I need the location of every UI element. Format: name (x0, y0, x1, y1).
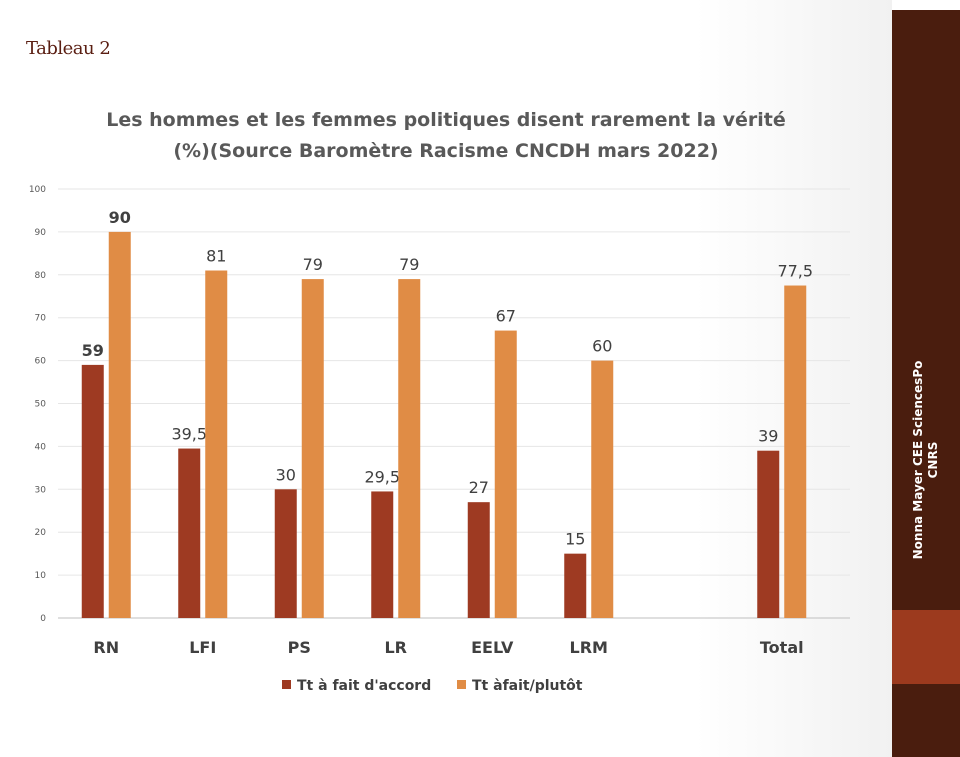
chart-title-line: (%)(Source Baromètre Racisme CNCDH mars … (173, 140, 718, 162)
data-label: 67 (496, 307, 516, 326)
data-label: 81 (206, 247, 226, 266)
y-tick-label: 80 (35, 271, 47, 281)
y-tick-label: 0 (40, 614, 46, 624)
y-tick-label: 90 (35, 228, 47, 238)
legend-label: Tt àfait/plutôt (472, 678, 583, 694)
sidebar-band-bottom (892, 684, 960, 757)
y-tick-label: 10 (35, 571, 47, 581)
bar (467, 502, 490, 618)
data-label: 59 (82, 341, 104, 360)
bar (494, 330, 517, 618)
bar (564, 553, 587, 618)
bar-chart: Les hommes et les femmes politiques dise… (29, 109, 850, 694)
data-label: 15 (565, 530, 585, 549)
bar (205, 270, 228, 618)
legend-label: Tt à fait d'accord (297, 678, 431, 694)
bar (108, 231, 131, 618)
slide-background (0, 0, 892, 757)
x-tick-label: LRM (570, 638, 608, 657)
data-label: 39,5 (171, 425, 207, 444)
bar (371, 491, 394, 618)
y-tick-label: 70 (35, 314, 47, 324)
data-label: 30 (276, 465, 296, 484)
bar (757, 450, 780, 618)
bar (178, 448, 201, 618)
legend-swatch (282, 680, 291, 689)
chart-title-line: Les hommes et les femmes politiques dise… (106, 109, 786, 131)
data-label: 60 (592, 337, 612, 356)
data-label: 29,5 (364, 467, 400, 486)
data-label: 79 (399, 255, 419, 274)
slide-label: Tableau 2 (26, 38, 111, 59)
bar (81, 364, 104, 618)
y-tick-label: 100 (29, 185, 46, 195)
x-tick-label: PS (288, 638, 311, 657)
data-label: 39 (758, 427, 778, 446)
bar (784, 285, 807, 618)
x-tick-label: EELV (471, 638, 514, 657)
bar (591, 360, 614, 618)
legend-swatch (457, 680, 466, 689)
data-label: 27 (469, 478, 489, 497)
bar (274, 489, 297, 618)
y-tick-label: 30 (35, 485, 47, 495)
sidebar: Nonna Mayer CEE SciencesPo CNRS (892, 10, 960, 757)
chart-title: Les hommes et les femmes politiques dise… (106, 109, 786, 162)
x-tick-label: RN (93, 638, 119, 657)
x-tick-label: LFI (189, 638, 216, 657)
y-tick-label: 60 (35, 357, 47, 367)
y-tick-label: 40 (35, 442, 47, 452)
data-label: 79 (303, 255, 323, 274)
bar (398, 279, 421, 618)
sidebar-author-text: Nonna Mayer CEE SciencesPo CNRS (911, 360, 940, 560)
y-tick-label: 50 (35, 400, 47, 410)
data-label: 77,5 (777, 262, 813, 281)
bar (301, 279, 324, 618)
x-tick-label: LR (384, 638, 407, 657)
sidebar-band-top (892, 10, 960, 610)
y-tick-label: 20 (35, 528, 47, 538)
sidebar-band-accent (892, 610, 960, 684)
data-label: 90 (109, 208, 131, 227)
x-tick-label: Total (760, 638, 804, 657)
